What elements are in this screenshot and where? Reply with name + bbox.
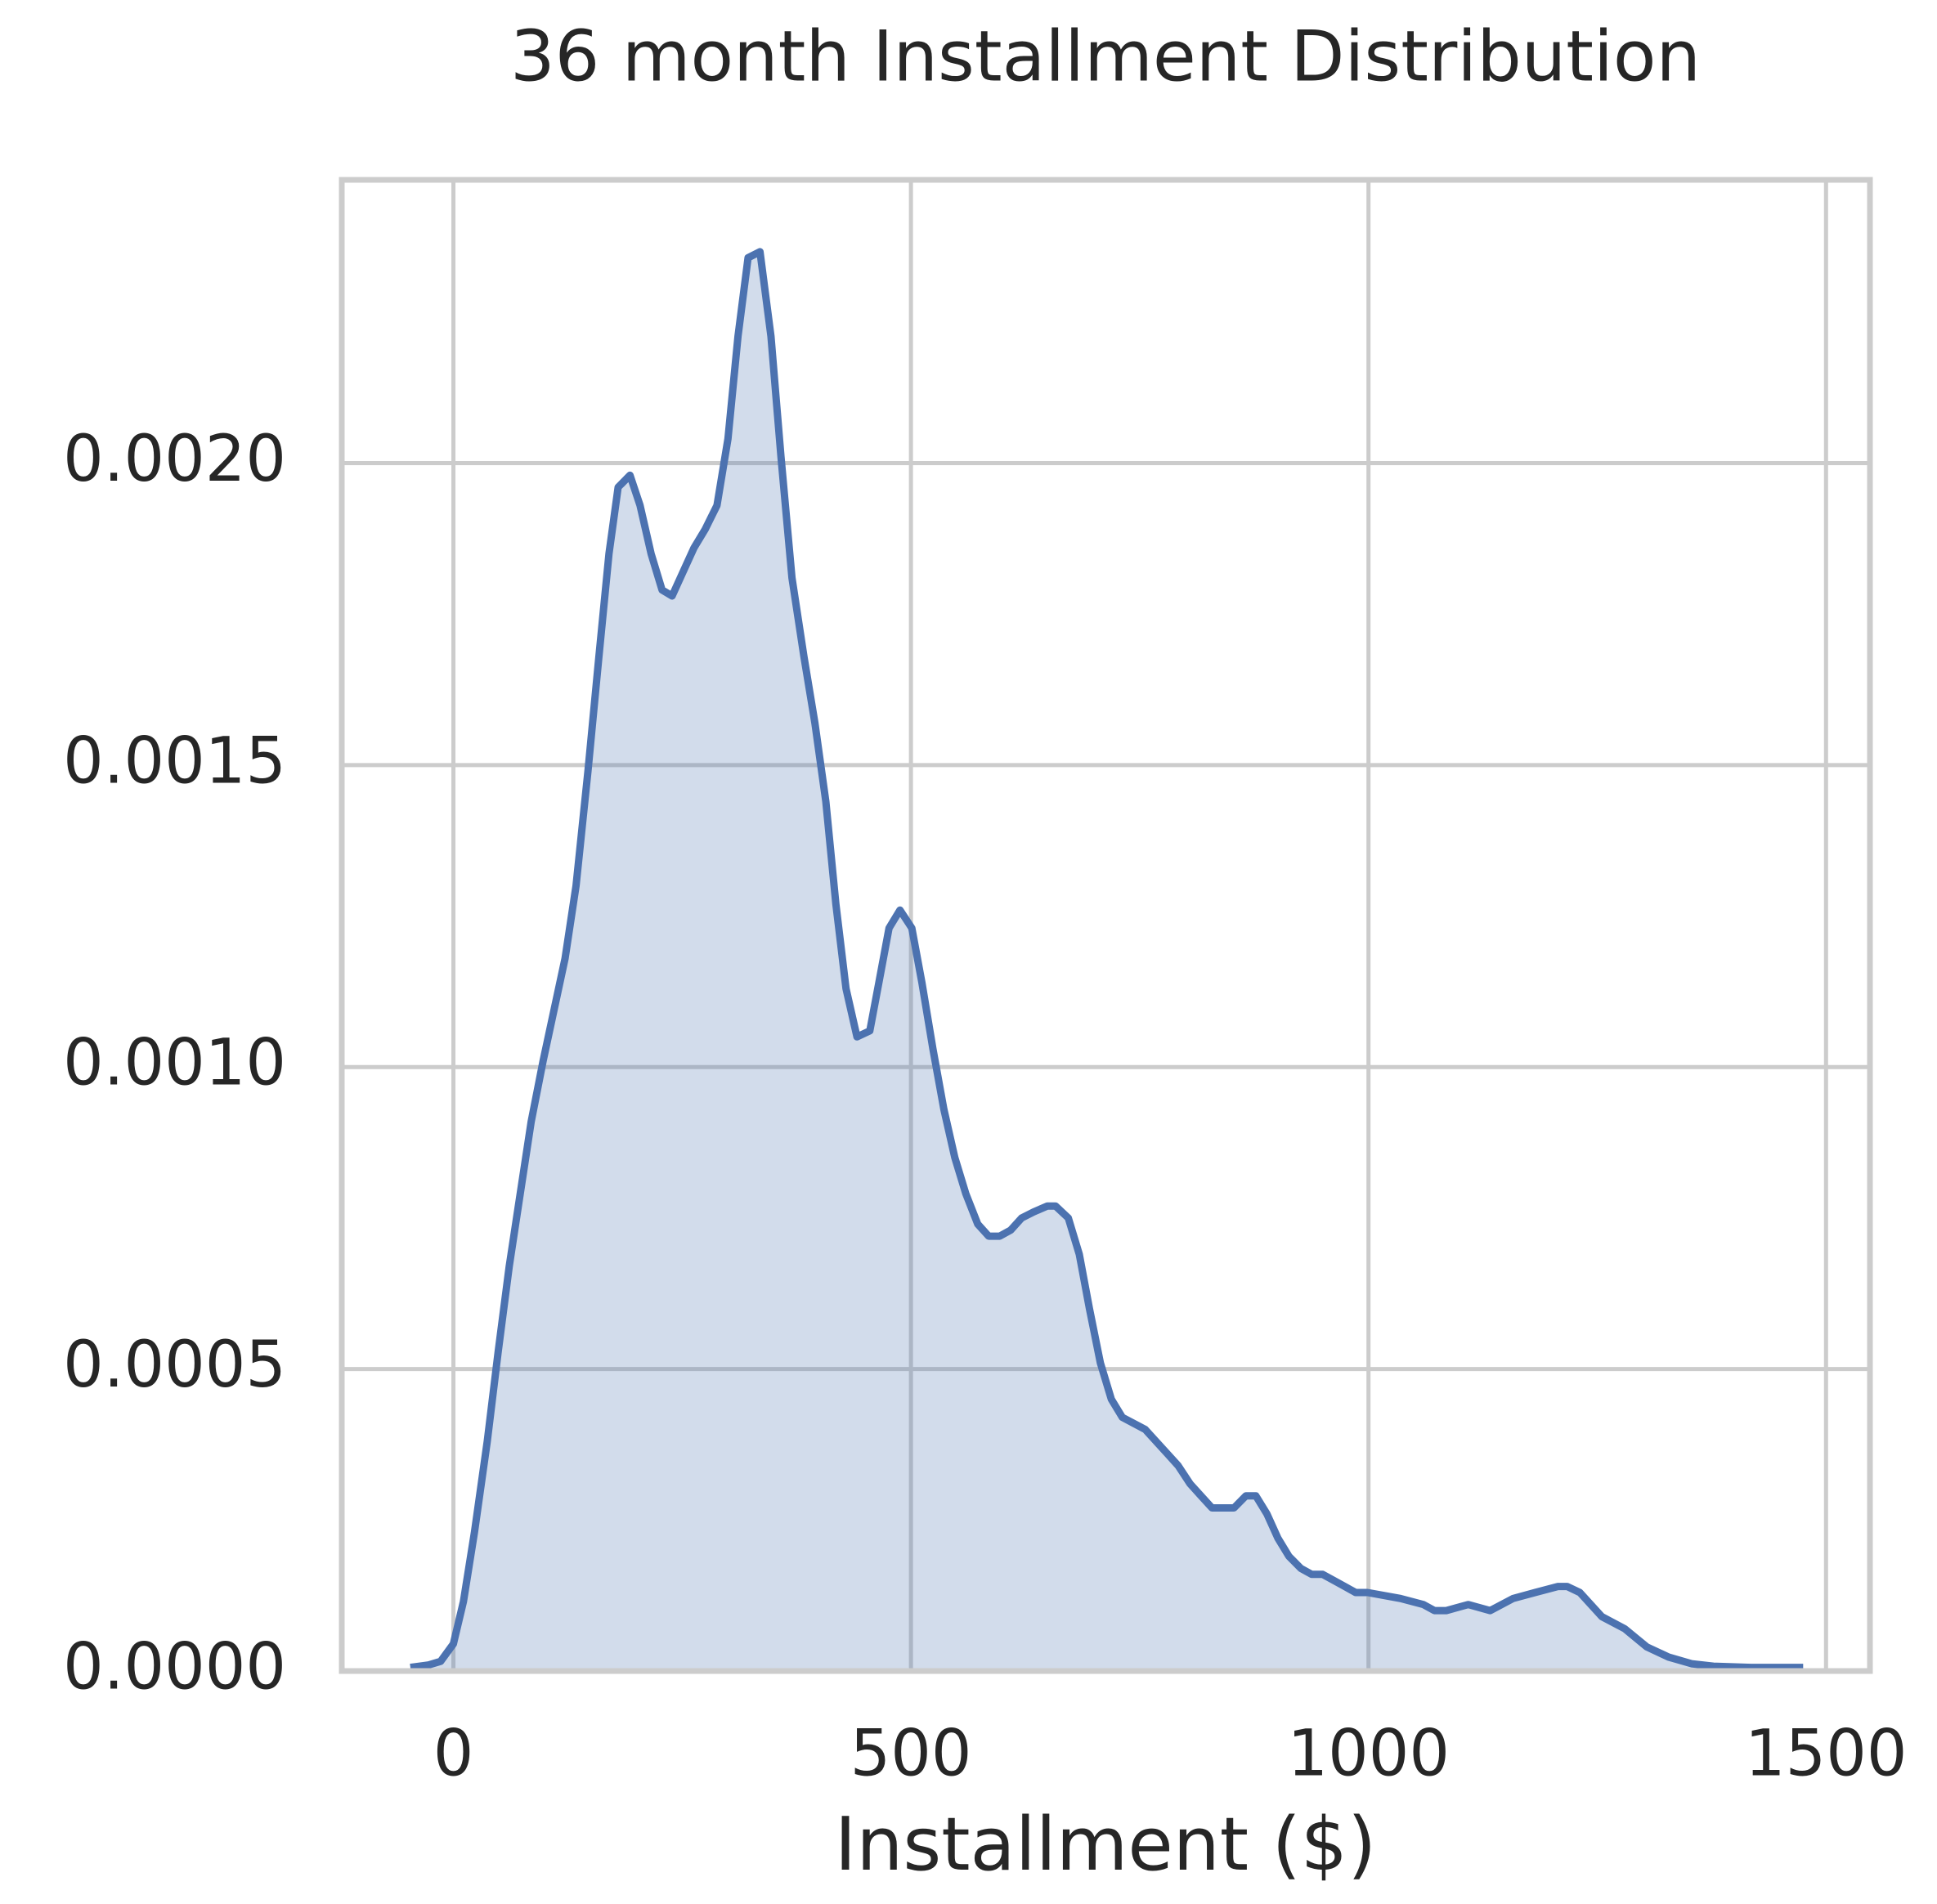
y-tick-label: 0.0020 <box>63 423 286 496</box>
density-line <box>410 248 1804 1672</box>
x-tick-label: 500 <box>850 1717 972 1790</box>
x-tick-label: 1000 <box>1287 1717 1450 1790</box>
x-tick-label: 0 <box>433 1717 474 1790</box>
y-tick-label: 0.0015 <box>63 724 286 798</box>
x-axis-label: Installment ($) <box>835 1802 1376 1888</box>
chart-title: 36 month Installment Distribution <box>510 16 1701 97</box>
y-tick-label: 0.0010 <box>63 1027 286 1100</box>
x-tick-label: 1500 <box>1745 1717 1908 1790</box>
y-tick-label: 0.0000 <box>63 1630 286 1704</box>
area-fill <box>410 251 1804 1671</box>
plot-frame <box>339 177 1873 1674</box>
y-tick-label: 0.0005 <box>63 1328 286 1402</box>
